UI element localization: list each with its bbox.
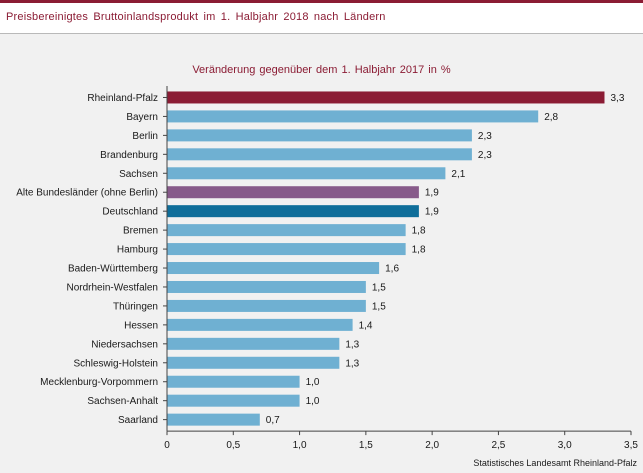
chart-header-title: Preisbereinigtes Bruttoinlandsprodukt im…	[6, 11, 386, 23]
value-label: 1,4	[359, 320, 373, 331]
category-label: Niedersachsen	[91, 339, 158, 350]
category-label: Hessen	[124, 320, 158, 331]
x-tick-label: 3,0	[558, 440, 572, 451]
value-label: 3,3	[610, 93, 624, 104]
bar	[167, 318, 353, 331]
value-label: 2,8	[544, 112, 558, 123]
category-label: Bremen	[123, 226, 158, 237]
category-label: Saarland	[118, 415, 158, 426]
category-label: Bayern	[126, 112, 158, 123]
category-label: Alte Bundesländer (ohne Berlin)	[16, 188, 158, 199]
value-label: 1,8	[412, 226, 426, 237]
bar	[167, 148, 472, 161]
bar	[167, 186, 419, 199]
bar	[167, 110, 539, 123]
category-label: Schleswig-Holstein	[74, 358, 158, 369]
bar	[167, 299, 366, 312]
bar	[167, 394, 300, 407]
bar	[167, 167, 446, 180]
category-label: Thüringen	[113, 301, 158, 312]
value-label: 1,9	[425, 188, 439, 199]
value-label: 2,3	[478, 131, 492, 142]
source-note: Statistisches Landesamt Rheinland-Pfalz	[473, 458, 637, 468]
header-divider	[0, 33, 643, 34]
category-label: Rheinland-Pfalz	[87, 93, 158, 104]
value-label: 1,9	[425, 207, 439, 218]
bar	[167, 205, 419, 218]
category-label: Hamburg	[117, 245, 158, 256]
value-label: 1,5	[372, 282, 386, 293]
x-tick-label: 2,0	[425, 440, 439, 451]
bar	[167, 91, 605, 104]
bar	[167, 413, 260, 426]
value-label: 1,0	[306, 377, 320, 388]
bar	[167, 375, 300, 388]
top-accent-line	[0, 0, 643, 3]
category-label: Nordrhein-Westfalen	[66, 282, 158, 293]
x-tick-label: 3,5	[624, 440, 638, 451]
chart-subtitle: Veränderung gegenüber dem 1. Halbjahr 20…	[192, 64, 451, 76]
value-label: 1,8	[412, 245, 426, 256]
x-tick-label: 1,0	[293, 440, 307, 451]
x-tick-label: 0	[164, 440, 170, 451]
bar	[167, 337, 340, 350]
bar	[167, 224, 406, 237]
value-label: 1,5	[372, 301, 386, 312]
category-label: Berlin	[132, 131, 158, 142]
bar	[167, 280, 366, 293]
value-label: 0,7	[266, 415, 280, 426]
category-label: Deutschland	[102, 207, 158, 218]
bar	[167, 129, 472, 142]
value-label: 1,3	[345, 358, 359, 369]
x-tick-label: 0,5	[226, 440, 240, 451]
category-label: Sachsen-Anhalt	[87, 396, 158, 407]
category-label: Baden-Württemberg	[68, 264, 158, 275]
bar	[167, 262, 380, 275]
bar	[167, 356, 340, 369]
value-label: 1,6	[385, 264, 399, 275]
value-label: 2,3	[478, 150, 492, 161]
value-label: 1,0	[306, 396, 320, 407]
value-label: 1,3	[345, 339, 359, 350]
x-tick-label: 2,5	[491, 440, 505, 451]
bar	[167, 243, 406, 256]
category-label: Mecklenburg-Vorpommern	[40, 377, 158, 388]
x-tick-label: 1,5	[359, 440, 373, 451]
category-label: Sachsen	[119, 169, 158, 180]
category-label: Brandenburg	[100, 150, 158, 161]
value-label: 2,1	[451, 169, 465, 180]
